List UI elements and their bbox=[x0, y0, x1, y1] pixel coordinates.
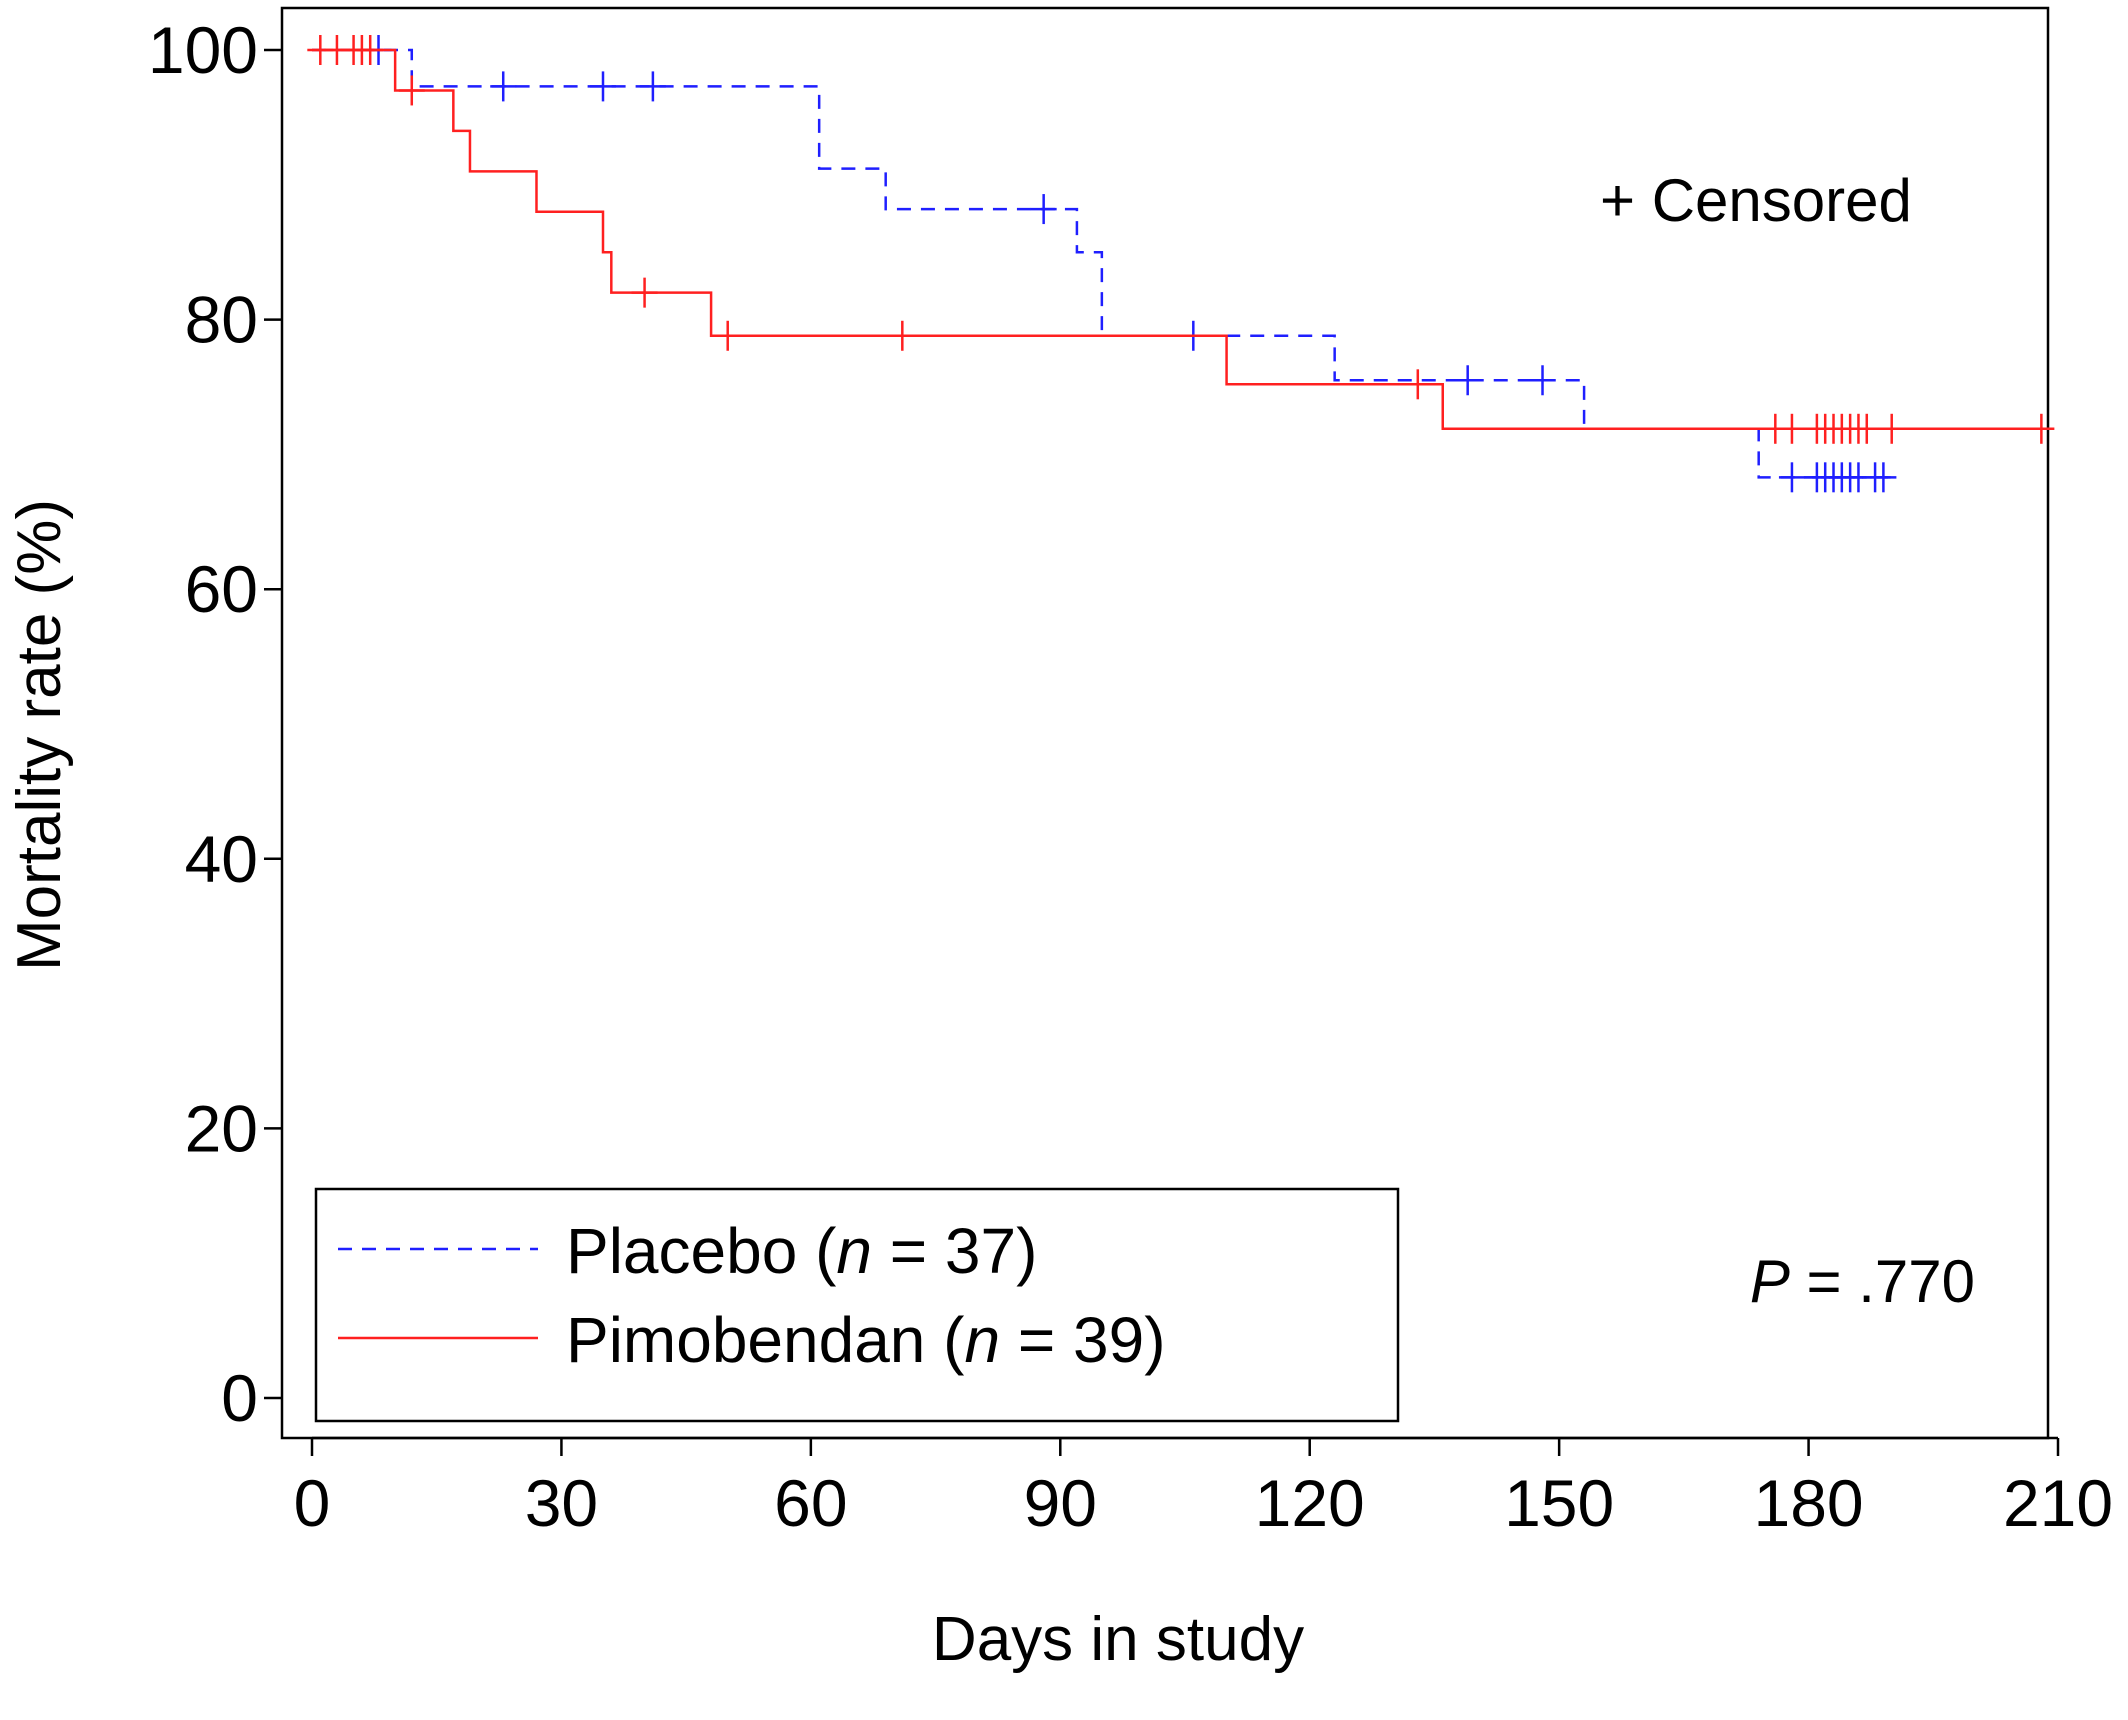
y-tick-label: 80 bbox=[185, 283, 258, 357]
x-tick-label: 90 bbox=[1024, 1466, 1097, 1540]
censor-mark-pimobendan bbox=[1853, 413, 1880, 444]
x-tick-label: 0 bbox=[294, 1466, 331, 1540]
x-axis-title: Days in study bbox=[932, 1605, 1304, 1674]
censor-mark-placebo bbox=[490, 71, 517, 102]
censor-mark-placebo bbox=[1778, 462, 1805, 493]
x-tick-label: 30 bbox=[525, 1466, 598, 1540]
legend: Placebo (n = 37) Pimobendan (n = 39) bbox=[314, 1187, 1400, 1423]
censor-mark-placebo bbox=[1870, 462, 1897, 493]
censor-mark-pimobendan bbox=[357, 35, 384, 65]
series-line-pimobendan bbox=[312, 48, 2042, 431]
censor-mark-placebo bbox=[1529, 365, 1556, 396]
y-tick-label: 20 bbox=[185, 1091, 258, 1165]
y-axis: 0 20 40 60 80 100 bbox=[148, 13, 282, 1435]
censor-mark-placebo bbox=[1030, 194, 1057, 225]
y-tick-label: 60 bbox=[185, 552, 258, 626]
censor-mark-pimobendan bbox=[2028, 413, 2055, 444]
legend-n-placebo: n bbox=[836, 1215, 872, 1287]
y-tick-label: 100 bbox=[148, 13, 258, 87]
legend-prefix-placebo: Placebo ( bbox=[566, 1215, 836, 1287]
y-axis-title: Mortality rate (%) bbox=[5, 499, 74, 971]
legend-label-placebo: Placebo (n = 37) bbox=[566, 1215, 1037, 1287]
series-layer bbox=[307, 35, 2055, 493]
p-value-label: P bbox=[1750, 1248, 1790, 1315]
x-tick-label: 150 bbox=[1504, 1466, 1614, 1540]
censor-mark-pimobendan bbox=[631, 277, 658, 308]
censor-mark-pimobendan bbox=[398, 75, 425, 106]
x-axis: 0 30 60 90 120 150 180 210 bbox=[294, 1436, 2113, 1540]
legend-suffix-pimobendan: = 39) bbox=[1000, 1304, 1165, 1376]
p-value-text: = .770 bbox=[1790, 1248, 1975, 1315]
censor-mark-placebo bbox=[590, 71, 616, 102]
legend-suffix-placebo: = 37) bbox=[872, 1215, 1037, 1287]
censor-mark-pimobendan bbox=[889, 320, 916, 351]
legend-box bbox=[314, 1187, 1400, 1423]
censor-mark-placebo bbox=[1454, 365, 1481, 396]
censor-mark-pimobendan bbox=[1404, 369, 1431, 400]
x-tick-label: 210 bbox=[2003, 1466, 2113, 1540]
censored-note: + Censored bbox=[1600, 167, 1912, 234]
series-line-placebo bbox=[312, 48, 1901, 479]
censor-mark-placebo bbox=[639, 71, 666, 102]
y-tick-label: 40 bbox=[185, 822, 258, 896]
x-tick-label: 180 bbox=[1754, 1466, 1864, 1540]
legend-label-pimobendan: Pimobendan (n = 39) bbox=[566, 1304, 1166, 1376]
x-tick-label: 60 bbox=[774, 1466, 847, 1540]
x-tick-label: 120 bbox=[1255, 1466, 1365, 1540]
p-value: P = .770 bbox=[1750, 1248, 1975, 1315]
y-tick-label: 0 bbox=[221, 1361, 258, 1435]
censor-mark-pimobendan bbox=[1878, 413, 1905, 444]
legend-n-pimobendan: n bbox=[964, 1304, 1000, 1376]
legend-prefix-pimobendan: Pimobendan ( bbox=[566, 1304, 964, 1376]
censor-mark-pimobendan bbox=[714, 320, 741, 351]
censor-mark-pimobendan bbox=[1778, 413, 1805, 444]
